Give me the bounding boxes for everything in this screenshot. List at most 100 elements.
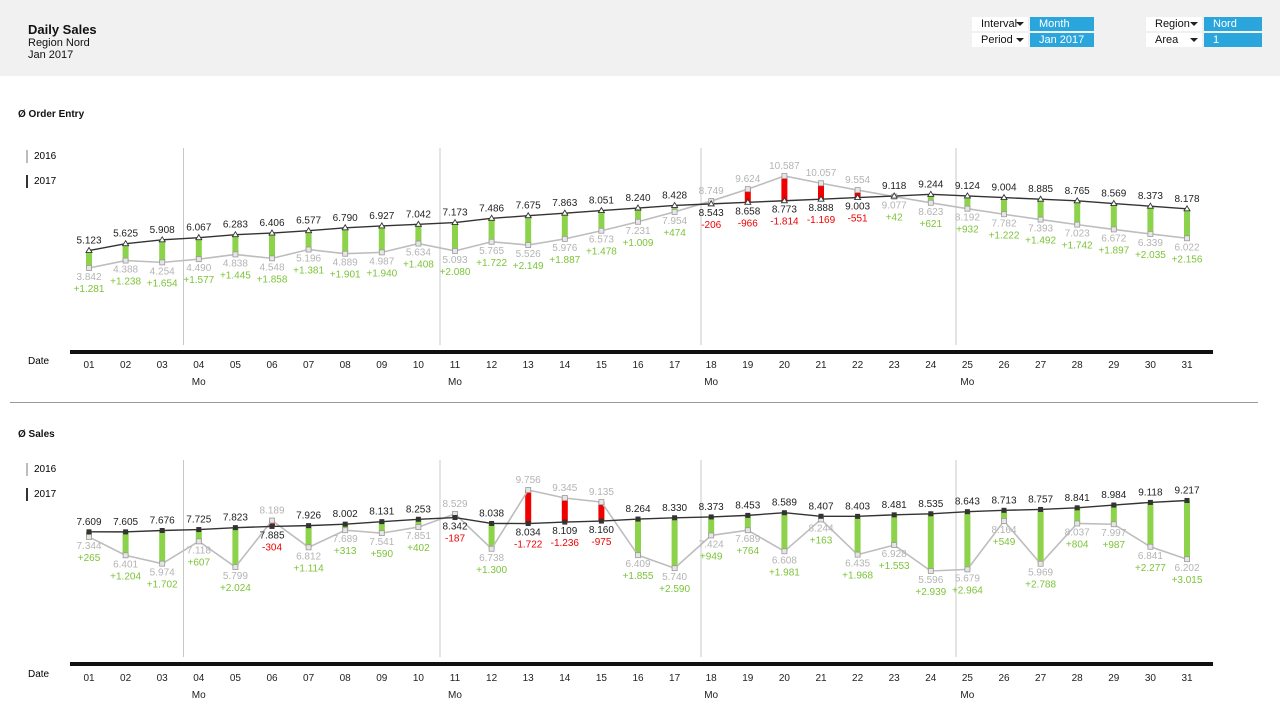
point-2017 [451,218,459,226]
interval-value[interactable]: Month [1030,17,1094,31]
point-2016 [1147,543,1154,550]
tick-label-19: 19 [742,360,754,371]
point-2017 [231,230,240,238]
point-2016 [232,564,239,570]
variance-bar [122,531,129,556]
delta-label: -966 [738,218,758,229]
delta-label: +932 [956,225,979,236]
point-2016 [964,566,971,573]
point-2017 [781,510,787,516]
value-label-2016: 5.740 [662,572,687,583]
variance-bar [927,194,934,203]
subtitle-region: Region Nord [28,37,90,49]
page-title: Daily Sales [28,22,97,37]
value-label-2017: 7.885 [259,530,284,541]
tick-label-08: 08 [340,360,352,371]
tick-label-04: 04 [193,360,205,371]
tick-label-26: 26 [998,673,1010,684]
area-value[interactable]: 1 [1204,33,1262,47]
value-label-2017: 8.373 [699,502,724,513]
value-label-2017: 8.034 [516,528,541,539]
point-2017 [232,525,238,531]
point-2016 [86,265,92,271]
delta-label: +1.553 [879,561,910,572]
section-divider [10,402,1258,403]
point-2016 [781,173,788,179]
value-label-2016: 8.164 [991,525,1016,536]
point-2016 [342,527,349,534]
value-label-2017: 9.217 [1174,485,1199,496]
variance-bar [744,189,751,203]
point-2016 [122,257,129,264]
value-label-2017: 8.888 [808,203,833,214]
variance-bar [635,519,641,556]
variance-bar [488,523,495,549]
tick-label-12: 12 [486,360,498,371]
delta-label: +2.277 [1135,563,1166,574]
tick-label-30: 30 [1145,673,1157,684]
point-2017 [379,519,385,525]
value-label-2017: 7.676 [150,516,175,527]
tick-label-14: 14 [559,360,571,371]
value-label-2017: 6.927 [369,211,394,222]
region-value[interactable]: Nord [1204,17,1262,31]
tick-label-31: 31 [1181,673,1193,684]
tick-label-26: 26 [998,360,1010,371]
legend-entry-2017: 2017 [34,489,57,500]
tick-label-13: 13 [523,673,535,684]
delta-label: +1.940 [366,268,397,279]
variance-bar [378,521,385,534]
point-2017 [561,209,569,216]
chevron-down-icon[interactable] [1190,22,1198,26]
value-label-2017: 8.342 [442,522,467,533]
chevron-down-icon[interactable] [1016,38,1024,42]
tick-label-12: 12 [486,673,498,684]
value-label-2016: 3.842 [76,272,101,283]
tick-label-22: 22 [852,673,864,684]
value-label-2016: 7.954 [662,216,687,227]
point-2017 [487,214,496,221]
value-label-2017: 8.330 [662,503,687,514]
chevron-down-icon[interactable] [1016,22,1024,26]
point-2017 [306,523,312,529]
value-label-2017: 9.124 [955,181,980,192]
variance-bar [1001,510,1007,521]
period-filter[interactable]: Period Jan 2017 [972,33,1094,47]
tick-label-24: 24 [925,360,937,371]
variance-bar [415,224,422,244]
tick-label-24: 24 [925,673,937,684]
point-2017 [1000,193,1008,201]
variance-bar [1110,505,1117,525]
value-label-2017: 8.253 [406,504,431,515]
region-filter[interactable]: Region Nord [1146,17,1262,31]
tick-label-16: 16 [632,673,644,684]
point-2017 [744,198,752,205]
value-label-2017: 8.131 [369,507,394,518]
tick-label-16: 16 [632,360,644,371]
delta-label: +1.381 [293,266,324,277]
delta-label: -187 [445,534,465,545]
interval-filter[interactable]: Interval Month [972,17,1094,31]
value-label-2016: 9.624 [735,174,760,185]
area-filter[interactable]: Area 1 [1146,33,1262,47]
variance-bar [635,208,641,222]
tick-label-22: 22 [852,360,864,371]
point-2017 [964,509,970,515]
period-value[interactable]: Jan 2017 [1030,33,1094,47]
value-label-2017: 6.577 [296,216,321,227]
point-2017 [928,511,934,517]
value-label-2016: 5.974 [150,568,175,579]
value-label-2016: 6.022 [1174,242,1199,253]
value-label-2017: 5.123 [76,236,101,247]
region-label: Region [1155,18,1190,30]
variance-bar [195,529,202,542]
chevron-down-icon[interactable] [1190,38,1198,42]
point-2017 [891,512,897,518]
delta-label: +1.222 [989,230,1020,241]
tick-label-29: 29 [1108,360,1120,371]
value-label-2016: 6.738 [479,553,504,564]
point-2017 [269,523,275,529]
point-2016 [1074,221,1081,228]
delta-label: +1.887 [549,255,580,266]
variance-bar [342,227,349,254]
